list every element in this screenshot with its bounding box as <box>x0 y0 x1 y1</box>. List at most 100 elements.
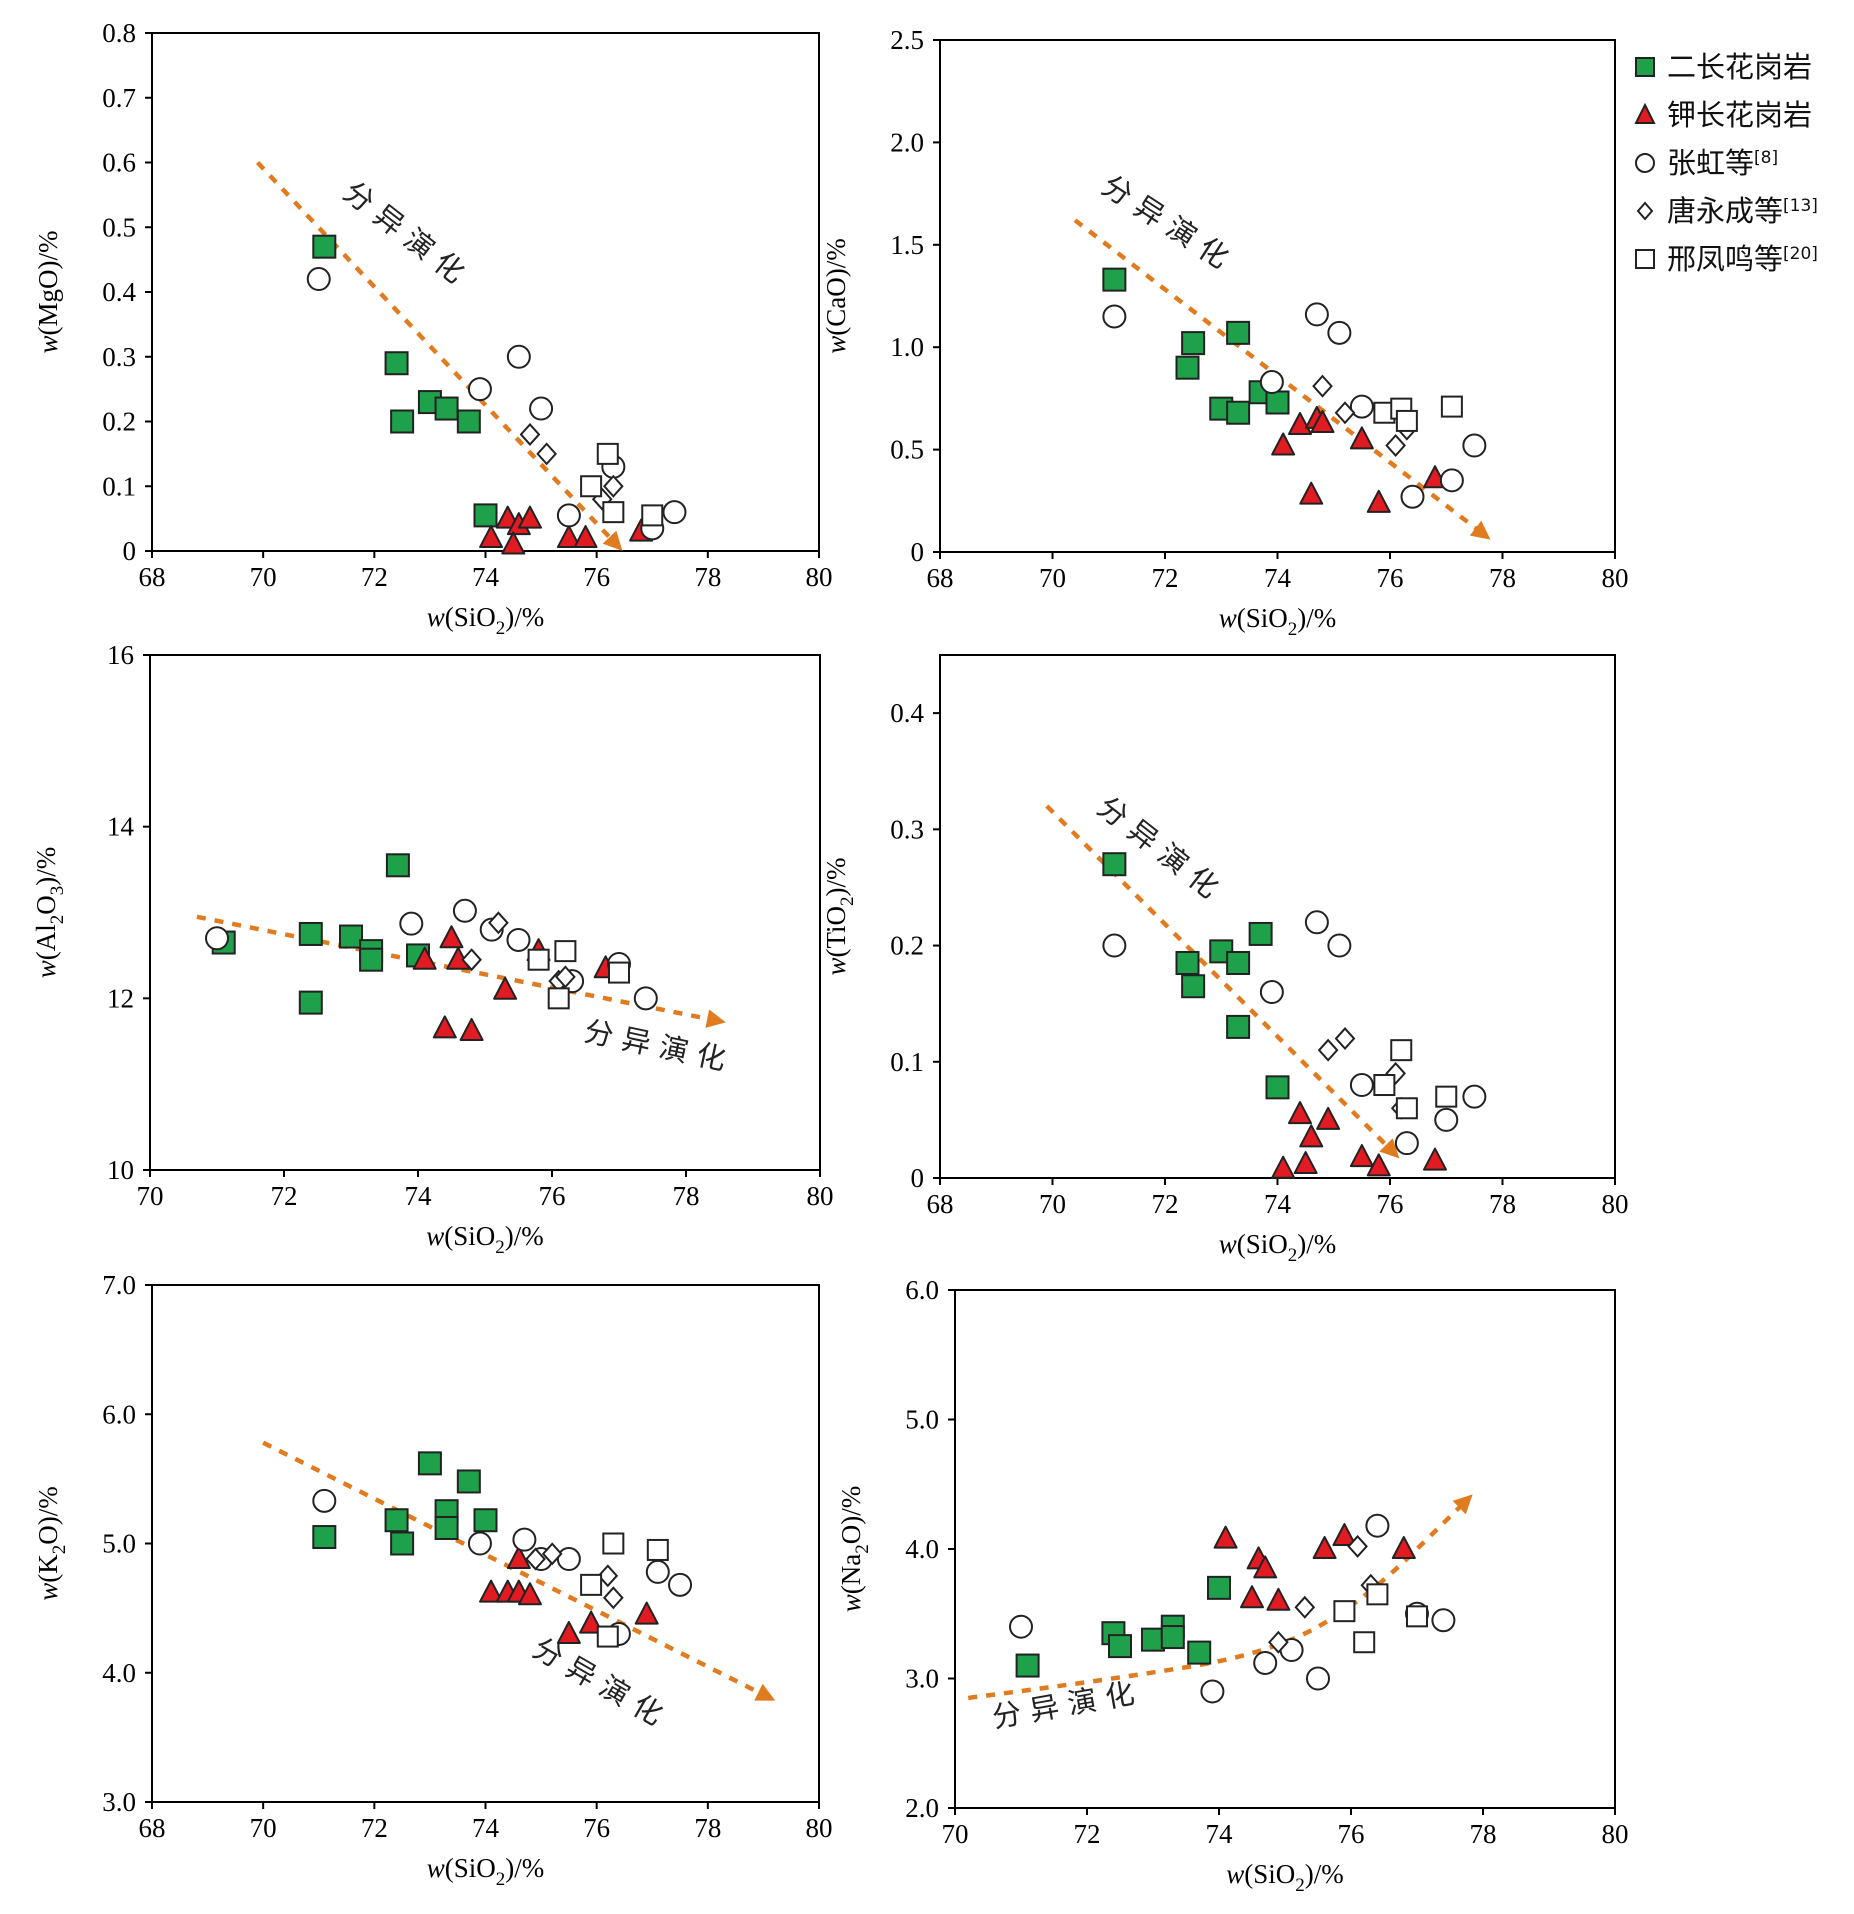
tang-yongcheng-point <box>1334 401 1356 425</box>
y-tick-label: 0.5 <box>890 435 924 465</box>
xing-fengming-point <box>1395 409 1418 432</box>
plot-frame <box>151 32 820 552</box>
zhang-hong-point <box>1394 1131 1419 1156</box>
y-tick-label: 3.0 <box>905 1664 939 1694</box>
monzogranite-point <box>1108 1634 1132 1659</box>
zhang-hong-point <box>1253 1650 1278 1675</box>
tang-yongcheng-point <box>1317 1038 1339 1062</box>
xing-fengming-point <box>602 501 625 524</box>
tang-yongcheng-point <box>1312 374 1333 398</box>
xing-fengming-point <box>580 475 603 498</box>
zhang-hong-point <box>312 1488 337 1513</box>
y-tick-label: 0.6 <box>102 148 136 178</box>
series-g <box>312 1451 498 1556</box>
x-tick-label: 76 <box>583 1813 610 1843</box>
k-feldspar-granite-point <box>517 1582 542 1606</box>
trend-arrow <box>255 160 623 551</box>
xing-fengming-point <box>596 1625 619 1648</box>
zhang-hong-point <box>1327 933 1352 958</box>
k-feldspar-granite-point <box>1299 481 1324 505</box>
zhang-hong-point <box>512 1527 537 1552</box>
zhang-hong-point <box>1462 1084 1487 1109</box>
monzogranite-point <box>1181 331 1206 356</box>
tang-yongcheng-point <box>461 948 482 972</box>
legend-marker-s <box>1635 249 1655 269</box>
y-tick-label: 0.1 <box>890 1047 924 1077</box>
trend-arrow <box>262 1440 776 1701</box>
y-tick-label: 0.3 <box>890 814 924 844</box>
trend-arrow <box>1045 804 1400 1159</box>
monzogranite-point <box>1181 974 1206 999</box>
zhang-hong-point <box>556 503 581 528</box>
y-tick-label: 0.2 <box>102 407 136 437</box>
trend-label: 分 异 演 化 <box>1091 790 1225 905</box>
zhang-hong-point <box>1102 933 1127 958</box>
x-tick-label: 76 <box>1377 1189 1404 1219</box>
chart-panel-tio2: 68 70 72 74 76 78 80 0 0.1 0.2 0.3 0.4 w(SiO2)/% w(Ti… <box>821 654 1629 1266</box>
y-tick-label: 0.2 <box>890 931 924 961</box>
zhang-hong-point <box>668 1572 693 1597</box>
legend-marker-r <box>1634 102 1656 124</box>
zhang-hong-point <box>1306 1666 1330 1691</box>
x-tick-label: 70 <box>1039 563 1066 593</box>
series-s <box>1373 395 1463 432</box>
xing-fengming-point <box>602 1532 625 1555</box>
monzogranite-point <box>385 853 410 878</box>
x-tick-label: 68 <box>139 562 166 592</box>
zhang-hong-point <box>467 377 492 402</box>
monzogranite-point <box>1175 355 1200 380</box>
x-tick-label: 78 <box>1489 563 1516 593</box>
legend-marker-g <box>1635 57 1655 77</box>
tang-yongcheng-point <box>1334 1027 1356 1051</box>
k-feldspar-granite-point <box>1299 1124 1324 1148</box>
x-tick-label: 78 <box>694 562 721 592</box>
y-tick-label: 0 <box>123 536 137 566</box>
y-axis-label: w(MgO)/% <box>33 231 63 354</box>
zhang-hong-point <box>1365 1513 1390 1538</box>
k-feldspar-granite-point <box>1271 432 1296 456</box>
legend-label-g: 二长花岗岩 <box>1667 50 1812 84</box>
zhang-hong-point <box>1102 304 1127 329</box>
y-tick-label: 0.8 <box>102 18 136 48</box>
x-tick-label: 68 <box>927 563 954 593</box>
monzogranite-point <box>384 351 409 376</box>
monzogranite-point <box>1226 320 1251 345</box>
y-tick-label: 0.1 <box>102 471 136 501</box>
monzogranite-point <box>312 234 337 259</box>
x-tick-label: 80 <box>1602 563 1629 593</box>
legend-label-d: 唐永成等[13] <box>1667 194 1818 228</box>
monzogranite-point <box>1102 267 1127 292</box>
x-tick-label: 80 <box>1602 1189 1629 1219</box>
k-feldspar-granite-point <box>1213 1525 1238 1549</box>
x-tick-label: 70 <box>942 1819 969 1849</box>
monzogranite-point <box>1175 950 1200 975</box>
y-tick-label: 4.0 <box>102 1658 136 1688</box>
zhang-hong-point <box>452 898 477 923</box>
xing-fengming-point <box>527 948 550 971</box>
monzogranite-point <box>1265 390 1290 415</box>
xing-fengming-point <box>641 504 664 527</box>
series-c <box>306 267 687 541</box>
k-feldspar-granite-point <box>479 525 504 549</box>
k-feldspar-granite-point <box>1349 1144 1374 1168</box>
k-feldspar-granite-point <box>506 1546 531 1570</box>
monzogranite-point <box>1248 921 1273 946</box>
k-feldspar-granite-point <box>1332 1523 1357 1547</box>
x-axis-label: w(SiO2)/% <box>1219 603 1337 640</box>
plot-frame <box>939 654 1616 1179</box>
monzogranite-point <box>1207 1575 1231 1600</box>
x-tick-label: 78 <box>1470 1819 1497 1849</box>
x-axis-label: w(SiO2)/% <box>426 1221 544 1258</box>
series-s <box>1373 1039 1458 1120</box>
zhang-hong-point <box>399 911 424 936</box>
series-r <box>412 925 618 1041</box>
k-feldspar-granite-point <box>1316 1106 1341 1130</box>
monzogranite-point <box>434 396 459 421</box>
k-feldspar-granite-point <box>573 525 598 549</box>
tang-yongcheng-point <box>525 1547 546 1571</box>
k-feldspar-granite-point <box>1349 426 1374 450</box>
monzogranite-point <box>312 1525 337 1550</box>
monzogranite-point <box>417 1451 442 1476</box>
